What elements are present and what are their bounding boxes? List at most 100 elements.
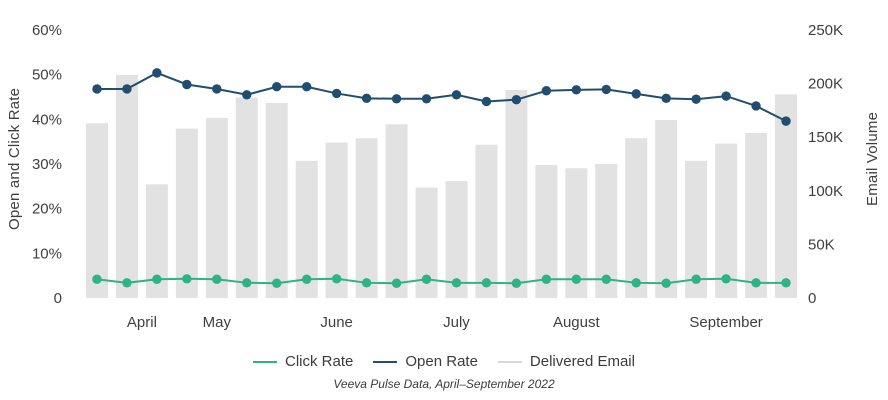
left-axis-tick-label: 0 bbox=[54, 290, 62, 307]
chart-caption: Veeva Pulse Data, April–September 2022 bbox=[333, 377, 555, 391]
month-label: April bbox=[127, 314, 157, 331]
open-rate-point bbox=[481, 96, 492, 107]
month-label: June bbox=[320, 314, 353, 331]
chart-plot: 60% 50% 40% 30% 20% 10% 0 250K 200K 150K 100K 50K 0 A… bbox=[32, 22, 843, 331]
month-label: August bbox=[553, 314, 601, 331]
click-rate-point bbox=[451, 278, 462, 288]
open-rate-point bbox=[212, 84, 222, 94]
open-rate-point bbox=[331, 88, 342, 99]
click-rate-point bbox=[481, 278, 492, 288]
open-rate-point bbox=[601, 84, 611, 95]
open-rate-point bbox=[242, 90, 252, 100]
left-axis-tick-label: 60% bbox=[32, 22, 62, 39]
delivered-email-bar bbox=[505, 90, 528, 298]
open-rate-point bbox=[421, 94, 432, 104]
click-rate-point bbox=[212, 274, 222, 284]
delivered-email-bar bbox=[655, 120, 678, 298]
open-rate-point bbox=[301, 82, 312, 92]
click-rate-point bbox=[571, 274, 582, 284]
open-rate-point bbox=[122, 84, 132, 94]
legend-label-delivered-email: Delivered Email bbox=[529, 353, 635, 370]
open-rate-point bbox=[391, 94, 402, 104]
open-rate-point bbox=[152, 68, 162, 78]
click-rate-point bbox=[391, 278, 402, 288]
open-rate-point bbox=[751, 101, 761, 111]
delivered-email-swatch bbox=[497, 360, 522, 363]
click-rate-point bbox=[631, 278, 641, 288]
month-label: July bbox=[443, 314, 470, 331]
chart-legend: Click Rate Open Rate Delivered Email bbox=[34, 353, 854, 370]
delivered-email-bar bbox=[775, 94, 798, 298]
delivered-email-bar bbox=[475, 144, 498, 298]
open-rate-point bbox=[571, 85, 582, 95]
click-rate-point bbox=[721, 274, 731, 284]
right-axis-tick-label: 250K bbox=[808, 22, 843, 39]
click-rate-point bbox=[182, 274, 192, 284]
delivered-email-bar bbox=[205, 117, 228, 299]
delivered-email-bar bbox=[565, 168, 588, 298]
click-rate-point bbox=[541, 274, 552, 284]
right-axis-tick-label: 50K bbox=[808, 236, 835, 253]
open-rate-point bbox=[631, 89, 641, 99]
delivered-email-bar bbox=[355, 138, 378, 298]
click-rate-point bbox=[152, 274, 162, 284]
click-rate-point bbox=[122, 278, 132, 288]
open-rate-point bbox=[511, 94, 522, 105]
left-axis-tick-label: 20% bbox=[32, 201, 62, 218]
delivered-email-bar bbox=[415, 187, 438, 298]
open-rate-point bbox=[781, 116, 791, 126]
delivered-email-bar bbox=[265, 102, 288, 299]
click-rate-point bbox=[601, 274, 611, 284]
delivered-email-bar bbox=[295, 160, 318, 298]
click-rate-point bbox=[92, 274, 102, 284]
click-rate-point bbox=[331, 274, 342, 284]
open-rate-point bbox=[272, 82, 282, 92]
click-rate-point bbox=[301, 274, 312, 284]
click-rate-point bbox=[511, 278, 522, 288]
left-axis-tick-label: 30% bbox=[32, 156, 62, 173]
open-rate-point bbox=[92, 84, 102, 94]
left-axis-title: Open and Click Rate bbox=[6, 87, 23, 231]
open-rate-point bbox=[451, 90, 462, 100]
open-rate-point bbox=[361, 93, 372, 104]
open-rate-point bbox=[691, 94, 701, 104]
open-rate-swatch bbox=[373, 360, 398, 363]
left-axis-tick-label: 40% bbox=[32, 111, 62, 128]
delivered-email-bar bbox=[715, 143, 738, 298]
right-axis-tick-label: 200K bbox=[808, 76, 843, 93]
delivered-email-bar bbox=[685, 160, 708, 298]
open-rate-point bbox=[541, 86, 552, 96]
click-rate-swatch bbox=[253, 360, 278, 363]
click-rate-line bbox=[96, 277, 787, 285]
click-rate-point bbox=[751, 278, 761, 288]
legend-label-click-rate: Click Rate bbox=[285, 353, 354, 370]
click-rate-point bbox=[691, 274, 701, 284]
delivered-email-bar bbox=[115, 75, 138, 298]
legend-label-open-rate: Open Rate bbox=[405, 353, 478, 370]
click-rate-point bbox=[361, 278, 372, 288]
click-rate-point bbox=[421, 274, 432, 284]
click-rate-point bbox=[242, 278, 252, 288]
month-label: September bbox=[689, 314, 762, 331]
delivered-email-bar bbox=[175, 128, 198, 298]
delivered-email-bar bbox=[325, 142, 348, 298]
delivered-email-bar bbox=[625, 138, 648, 298]
legend-item-open-rate: Open Rate bbox=[373, 353, 478, 370]
right-axis-tick-label: 0 bbox=[808, 290, 816, 307]
delivered-email-bar bbox=[595, 164, 618, 298]
right-axis-tick-label: 150K bbox=[808, 129, 843, 146]
open-rate-point bbox=[182, 79, 192, 90]
open-rate-point bbox=[721, 91, 731, 101]
email-engagement-chart: Open and Click Rate Email Volume 60% 50% 4… bbox=[6, 22, 881, 391]
delivered-email-bar bbox=[145, 184, 168, 298]
right-axis-tick-label: 100K bbox=[808, 183, 843, 200]
delivered-email-bar bbox=[235, 97, 258, 298]
click-rate-point bbox=[781, 278, 791, 288]
delivered-email-bar bbox=[745, 132, 768, 298]
delivered-email-bar bbox=[85, 123, 108, 298]
delivered-email-bar bbox=[535, 165, 558, 298]
legend-item-click-rate: Click Rate bbox=[253, 353, 353, 370]
legend-item-delivered-email: Delivered Email bbox=[497, 353, 635, 370]
open-rate-line bbox=[96, 71, 787, 123]
open-rate-point bbox=[661, 93, 671, 104]
